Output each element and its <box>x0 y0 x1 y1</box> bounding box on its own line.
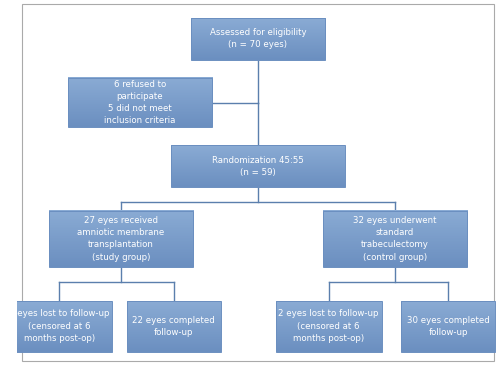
Text: Assessed for eligibility
(n = 70 eyes): Assessed for eligibility (n = 70 eyes) <box>210 28 306 49</box>
Text: 22 eyes completed
follow-up: 22 eyes completed follow-up <box>132 316 215 337</box>
Text: 27 eyes received
amniotic membrane
transplantation
(study group): 27 eyes received amniotic membrane trans… <box>77 216 164 262</box>
Text: 30 eyes completed
follow-up: 30 eyes completed follow-up <box>406 316 490 337</box>
Text: 6 refused to
participate
5 did not meet
inclusion criteria: 6 refused to participate 5 did not meet … <box>104 80 176 125</box>
Text: Randomization 45:55
(n = 59): Randomization 45:55 (n = 59) <box>212 155 304 177</box>
Text: 32 eyes underwent
standard
trabeculectomy
(control group): 32 eyes underwent standard trabeculectom… <box>354 216 437 262</box>
Text: 5 eyes lost to follow-up
(censored at 6
months post-op): 5 eyes lost to follow-up (censored at 6 … <box>9 310 110 343</box>
Text: 2 eyes lost to follow-up
(censored at 6
months post-op): 2 eyes lost to follow-up (censored at 6 … <box>278 310 379 343</box>
